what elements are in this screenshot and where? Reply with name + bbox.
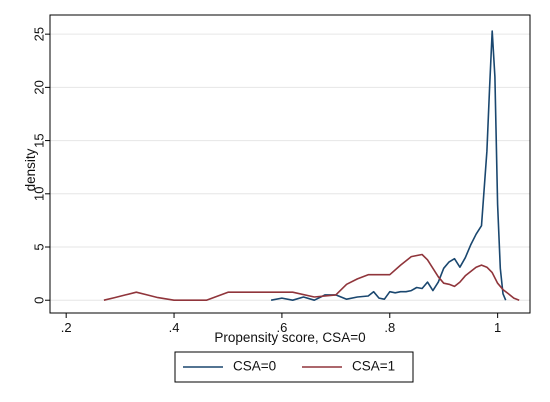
y-tick-label: 0 (31, 297, 46, 304)
legend-label: CSA=1 (352, 359, 395, 374)
plot-frame (49, 14, 531, 314)
y-tick-label: 20 (31, 80, 46, 94)
series-line-csa-1 (103, 253, 520, 302)
series-layer (103, 30, 520, 302)
legend-label: CSA=0 (233, 359, 276, 374)
y-tick-label: 25 (31, 27, 46, 41)
y-axis-label: density (23, 148, 38, 191)
grid-layer (50, 33, 530, 301)
x-tick-label: .4 (169, 320, 180, 335)
x-tick-label: .6 (276, 320, 287, 335)
y-tick-label: 15 (31, 133, 46, 147)
x-tick-label: 1 (494, 320, 501, 335)
legend: CSA=0 CSA=1 (174, 351, 414, 383)
series-line-csa-0 (270, 30, 507, 302)
y-tick-label: 5 (31, 243, 46, 250)
tick-layer: 0 5 10 15 20 25 .2 .4 .6 .8 1 (31, 27, 501, 335)
x-tick-label: .2 (61, 320, 72, 335)
y-tick-label: 10 (31, 187, 46, 201)
x-tick-label: .8 (384, 320, 395, 335)
x-axis-label: Propensity score, CSA=0 (214, 330, 365, 345)
